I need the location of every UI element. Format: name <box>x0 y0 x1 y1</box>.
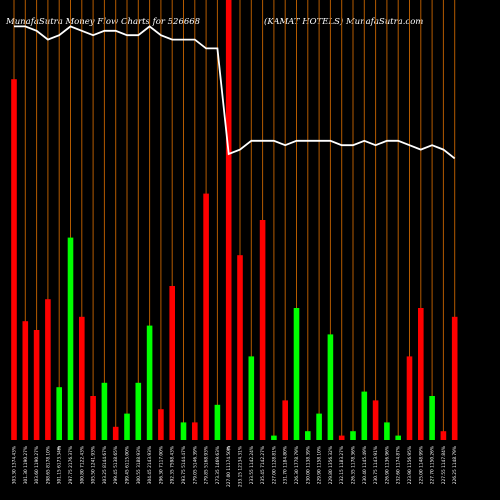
bar <box>293 308 300 440</box>
bar <box>214 404 221 440</box>
bar <box>327 334 334 440</box>
x-tick-label: 298.65 8178.10% <box>45 446 51 484</box>
bar <box>192 422 198 440</box>
x-tick-label: 226.90 1136.96% <box>384 446 390 484</box>
bar <box>101 382 108 440</box>
bar <box>90 396 96 440</box>
x-tick-label: 230.40 1145.49% <box>362 446 368 484</box>
x-tick-label: 303.60 1190.27% <box>34 446 40 484</box>
bar <box>395 435 401 440</box>
x-tick-label: 304.45 2143.93% <box>147 446 153 484</box>
x-tick-label: 227.70 1150.26% <box>430 446 436 484</box>
bar <box>124 413 130 440</box>
bar <box>22 321 29 440</box>
x-tick-label: 231.70 1184.80% <box>283 446 289 484</box>
bar <box>338 435 345 440</box>
price-line-group <box>14 25 456 160</box>
bar <box>112 426 119 440</box>
bar <box>56 387 62 440</box>
x-tick-label: 227.00 1128.81% <box>271 446 277 484</box>
bar <box>79 316 85 440</box>
bar <box>282 400 288 440</box>
bar <box>259 220 266 440</box>
marker-label: C <box>227 446 231 452</box>
x-tick-label: 299.45 5138.65% <box>113 446 119 484</box>
bar <box>384 422 390 440</box>
bar <box>135 382 142 440</box>
bar <box>305 431 311 440</box>
x-tick-label: 303.25 8144.67% <box>102 446 108 484</box>
bar <box>146 325 153 440</box>
x-tick-label: 227.00 11174.50% <box>226 446 232 487</box>
x-tick-label: 301.30 1190.27% <box>23 446 29 484</box>
bar <box>248 356 255 440</box>
bar <box>45 299 51 440</box>
x-tick-label: 279.05 5146.39% <box>192 446 198 484</box>
x-tick-label: 223.90 1156.95% <box>407 446 413 484</box>
bar <box>440 431 447 440</box>
x-tick-label: 301.15 6173.34% <box>57 446 63 484</box>
bar <box>429 396 435 440</box>
chart-title-right: (KAMAT HOTELS) MunafaSutra.com <box>264 17 424 27</box>
x-tick-label: 300.80 7122.43% <box>79 446 85 484</box>
bar <box>271 435 277 440</box>
x-tick-label: 225.00 1148.99% <box>418 446 424 484</box>
bar <box>169 286 175 440</box>
bar <box>33 330 40 440</box>
marker-label: C <box>57 446 61 452</box>
x-tick-label: 229.80 1356.32% <box>328 446 334 484</box>
x-tick-label: 305.50 1241.93% <box>91 446 97 484</box>
chart-title-left: MunafaSutra Money Flow Charts for 526668 <box>6 17 201 27</box>
x-tick-label: 292.35 7598.43% <box>170 446 176 484</box>
bar <box>67 237 74 440</box>
x-tick-label: 299.45 6115.00% <box>125 446 131 484</box>
bar <box>418 308 424 440</box>
bar <box>11 79 17 440</box>
x-tick-label: 303.30 1374.43% <box>12 446 18 484</box>
bar <box>203 193 209 440</box>
x-tick-label: 279.85 5168.93% <box>204 446 210 484</box>
x-tick-label: 229.90 1158.10% <box>317 446 323 484</box>
x-tick-label: 226.35 1178.36% <box>351 446 357 484</box>
x-tick-label: 296.30 7117.00% <box>158 446 164 484</box>
bar <box>372 400 379 440</box>
x-tick-label: 300.55 3188.93% <box>136 446 142 484</box>
price-line <box>14 25 456 160</box>
x-tick-label: 297.75 2176.37% <box>68 446 74 484</box>
bar <box>180 422 187 440</box>
x-tick-label: 273.35 1469.63% <box>215 446 221 484</box>
x-tick-label: 232.60 1174.87% <box>396 446 402 484</box>
x-tick-label: 226.25 1148.79% <box>452 446 458 484</box>
x-tick-label: 293.75 5144.47% <box>181 446 187 484</box>
x-tick-label: 227.55 1147.84% <box>441 446 447 484</box>
bar <box>406 356 413 440</box>
bar <box>225 0 232 440</box>
x-tick-label: 235.45 7142.27% <box>260 446 266 484</box>
bars <box>11 0 458 440</box>
bar <box>237 255 243 440</box>
x-labels: 303.30 1374.43% 301.30 1190.27% 303.60 119… <box>12 446 459 487</box>
x-tick-label: 233.15 12134.31% <box>238 446 244 487</box>
bar <box>350 431 356 440</box>
bar <box>451 316 458 440</box>
bar <box>158 409 164 440</box>
x-tick-label: 233.55 1142.24% <box>249 446 255 484</box>
x-tick-label: 226.30 1778.79% <box>294 446 300 484</box>
bar <box>361 391 368 440</box>
x-tick-label: 230.75 1143.91% <box>373 446 379 484</box>
x-tick-label: 232.15 1183.27% <box>339 446 345 484</box>
bar <box>316 413 322 440</box>
x-tick-label: 230.00 1138.39% <box>305 446 311 484</box>
